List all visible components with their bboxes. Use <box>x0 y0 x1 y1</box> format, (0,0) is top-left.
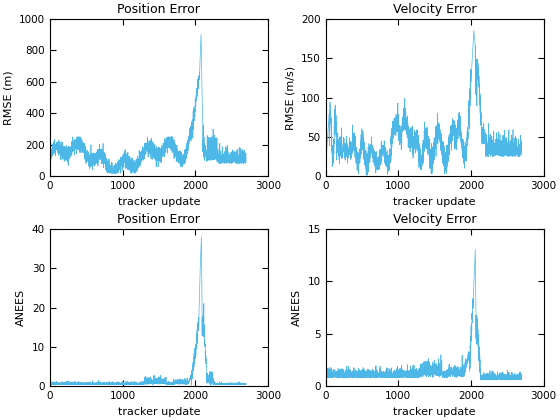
Title: Velocity Error: Velocity Error <box>393 3 477 16</box>
X-axis label: tracker update: tracker update <box>118 407 200 417</box>
Y-axis label: RMSE (m): RMSE (m) <box>3 70 13 125</box>
Y-axis label: ANEES: ANEES <box>16 289 26 326</box>
X-axis label: tracker update: tracker update <box>118 197 200 207</box>
X-axis label: tracker update: tracker update <box>393 407 476 417</box>
Title: Position Error: Position Error <box>118 213 200 226</box>
Y-axis label: RMSE (m/s): RMSE (m/s) <box>286 66 296 130</box>
Title: Position Error: Position Error <box>118 3 200 16</box>
Title: Velocity Error: Velocity Error <box>393 213 477 226</box>
X-axis label: tracker update: tracker update <box>393 197 476 207</box>
Y-axis label: ANEES: ANEES <box>292 289 302 326</box>
